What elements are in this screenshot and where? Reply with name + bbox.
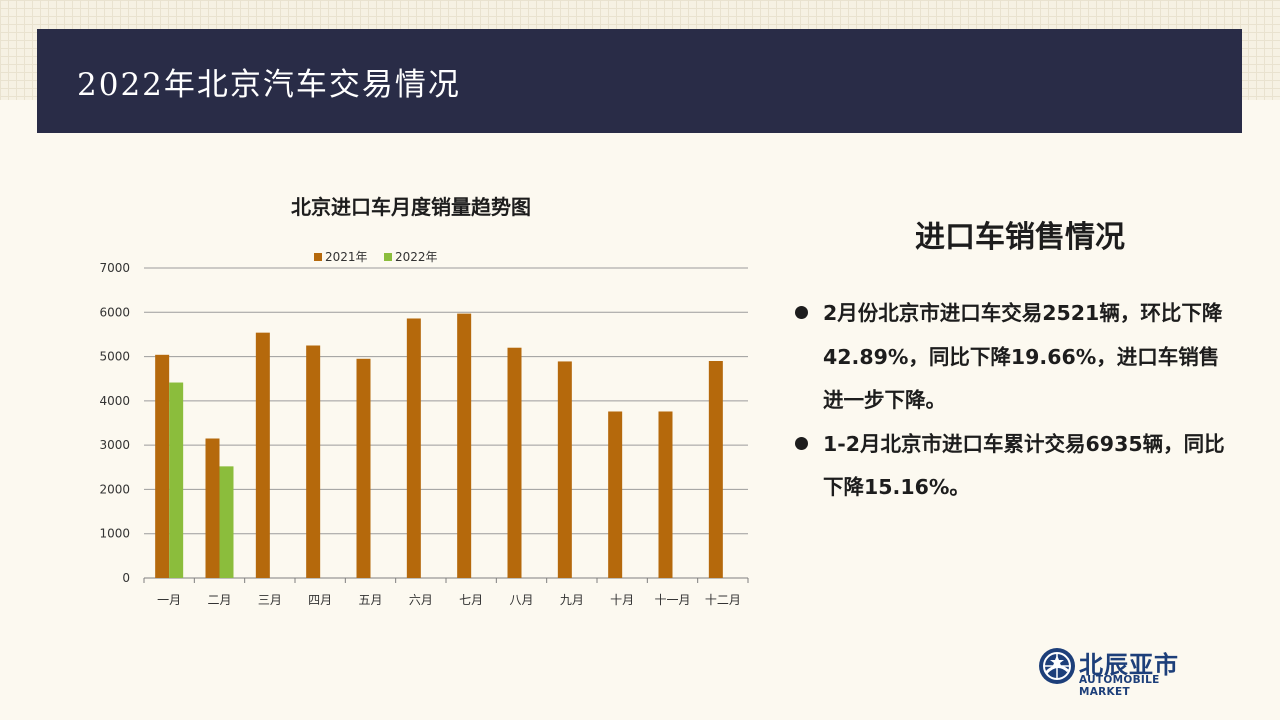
bar-2021年-十月 (608, 411, 623, 578)
company-logo: 北辰亚市 AUTOMOBILE MARKET (1037, 646, 1209, 698)
bullet-text: 2月份北京市进口车交易2521辆，环比下降42.89%，同比下降19.66%，进… (823, 301, 1223, 412)
bar-2021年-三月 (255, 332, 270, 578)
bullet-text: 1-2月北京市进口车累计交易6935辆，同比下降15.16%。 (823, 431, 1225, 500)
bar-2021年-四月 (306, 345, 321, 578)
bar-2021年-一月 (155, 354, 170, 578)
bullet-list: 2月份北京市进口车交易2521辆，环比下降42.89%，同比下降19.66%，进… (795, 292, 1235, 510)
sales-bar-chart: 北京进口车月度销量趋势图 0 1000 2000 3000 4000 5000 6000 70… (99, 195, 749, 607)
bar-2021年-十二月 (708, 361, 723, 578)
x-tick-label: 六月 (409, 593, 433, 607)
bullet-dot-icon (795, 306, 808, 319)
y-tick-label: 3000 (99, 438, 130, 452)
bullet-item: 1-2月北京市进口车累计交易6935辆，同比下降15.16%。 (795, 423, 1235, 510)
bar-2021年-十一月 (658, 411, 673, 578)
x-tick-label: 十月 (610, 593, 634, 607)
section-title: 进口车销售情况 (915, 220, 1125, 255)
x-tick-label: 一月 (157, 593, 181, 607)
bar-2021年-二月 (205, 438, 220, 578)
bullet-dot-icon (795, 436, 808, 450)
bullet-item: 2月份北京市进口车交易2521辆，环比下降42.89%，同比下降19.66%，进… (795, 292, 1235, 423)
bar-2021年-七月 (457, 313, 472, 578)
chart-title: 北京进口车月度销量趋势图 (291, 195, 531, 219)
legend-label: 2022年 (395, 250, 438, 264)
page-title: 2022年北京汽车交易情况 (77, 67, 461, 103)
globe-car-icon (1039, 648, 1075, 684)
x-tick-label: 十二月 (705, 593, 741, 607)
bar-2021年-六月 (406, 318, 421, 578)
y-tick-label: 7000 (99, 261, 130, 275)
y-tick-label: 2000 (99, 482, 130, 496)
bar-2021年-五月 (356, 358, 371, 578)
y-tick-label: 1000 (99, 527, 130, 541)
y-tick-label: 5000 (99, 350, 130, 364)
bar-2021年-八月 (507, 347, 522, 578)
y-tick-label: 0 (122, 571, 130, 585)
legend-label: 2021年 (325, 250, 368, 264)
x-tick-label: 三月 (258, 593, 282, 607)
x-tick-label: 八月 (509, 593, 533, 607)
y-tick-label: 6000 (99, 305, 130, 319)
legend-swatch (384, 253, 392, 261)
bar-2022年-二月 (219, 466, 234, 578)
logo-subtitle: AUTOMOBILE MARKET (1079, 674, 1160, 698)
bar-2021年-九月 (557, 361, 572, 578)
x-tick-label: 七月 (459, 593, 483, 607)
legend-swatch (314, 253, 322, 261)
header-bar: 2022年北京汽车交易情况 (37, 29, 1242, 133)
bar-2022年-一月 (169, 382, 184, 578)
x-tick-label: 五月 (358, 593, 382, 607)
x-tick-label: 十一月 (654, 593, 690, 607)
y-tick-label: 4000 (99, 394, 130, 408)
x-tick-label: 九月 (560, 593, 584, 607)
x-tick-label: 二月 (207, 593, 231, 607)
x-tick-label: 四月 (308, 593, 332, 607)
logo-name: 北辰亚市 (1079, 651, 1179, 679)
